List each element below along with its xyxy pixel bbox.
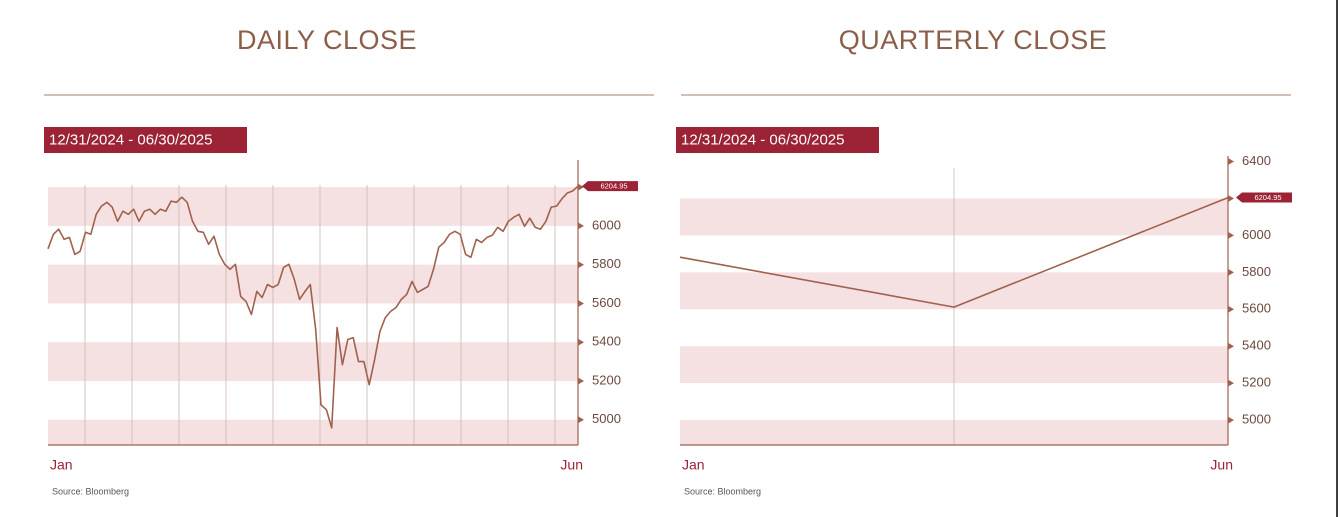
y-tick-mark <box>578 416 584 424</box>
y-tick-mark <box>578 261 584 269</box>
value-tag <box>582 181 638 192</box>
y-tick-label: 5800 <box>1242 264 1271 279</box>
y-tick-label: 5200 <box>1242 375 1271 390</box>
y-tick-label: 5600 <box>592 295 621 310</box>
chart: QUARTERLY CLOSE 12/31/2024 - 06/30/2025 50… <box>676 25 1292 496</box>
y-tick-mark <box>578 183 584 191</box>
y-tick-label: 5000 <box>592 411 621 426</box>
y-tick-mark <box>1228 379 1234 387</box>
y-tick-label: 5600 <box>1242 301 1271 316</box>
y-tick-label: 5400 <box>1242 338 1271 353</box>
chart: DAILY CLOSE 12/31/2024 - 06/30/2025 5000 52… <box>44 25 654 496</box>
y-tick-label: 5200 <box>592 372 621 387</box>
chart-title: DAILY CLOSE <box>237 25 417 55</box>
y-tick-mark <box>578 299 584 307</box>
x-tick-label: Jun <box>1210 457 1233 473</box>
y-tick-label: 6400 <box>1242 153 1271 168</box>
value-tag-label: 6204.95 <box>1254 193 1281 202</box>
y-tick-mark <box>1228 416 1234 424</box>
series-line <box>679 196 1229 308</box>
y-tick-mark <box>1228 194 1234 202</box>
band <box>48 264 578 304</box>
y-tick-mark <box>1228 268 1234 276</box>
chart-title: QUARTERLY CLOSE <box>839 25 1108 55</box>
x-tick-label: Jun <box>560 457 583 473</box>
band <box>48 187 578 226</box>
y-tick-mark <box>1228 231 1234 239</box>
y-tick-mark <box>1228 342 1234 350</box>
date-range: 12/31/2024 - 06/30/2025 <box>49 131 212 148</box>
y-tick-label: 5800 <box>592 256 621 271</box>
date-range-box <box>44 127 247 153</box>
y-tick-label: 5000 <box>1242 412 1271 427</box>
y-tick-mark <box>578 377 584 385</box>
y-tick-label: 6000 <box>592 217 621 232</box>
y-tick-label: 6000 <box>1242 227 1271 242</box>
x-tick-label: Jan <box>682 457 705 473</box>
source-note: Source: Bloomberg <box>52 486 129 496</box>
value-tag-label: 6204.95 <box>600 182 627 191</box>
band <box>48 419 578 445</box>
date-range-box <box>676 127 879 153</box>
band <box>48 342 578 382</box>
x-tick-label: Jan <box>50 457 73 473</box>
y-tick-mark <box>578 338 584 346</box>
series-line <box>47 185 579 429</box>
y-tick-label: 5400 <box>592 334 621 349</box>
y-tick-mark <box>1228 158 1234 166</box>
source-note: Source: Bloomberg <box>684 486 761 496</box>
y-tick-mark <box>1228 305 1234 313</box>
y-tick-mark <box>578 222 584 230</box>
date-range: 12/31/2024 - 06/30/2025 <box>681 131 844 148</box>
value-tag <box>1236 192 1292 203</box>
